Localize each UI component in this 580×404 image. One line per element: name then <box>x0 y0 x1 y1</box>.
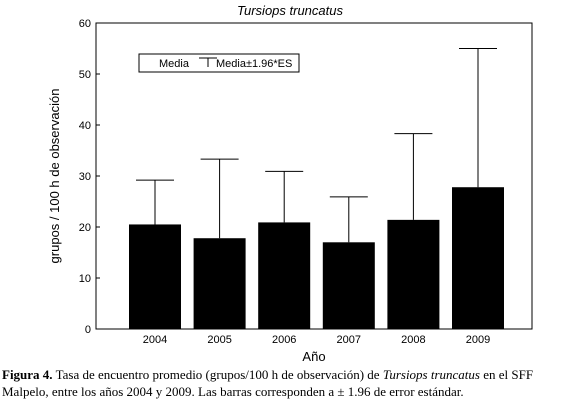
x-tick-label: 2009 <box>466 334 490 346</box>
bar <box>452 187 504 329</box>
bar <box>193 238 246 329</box>
x-tick-label: 2008 <box>401 334 425 346</box>
error-bars-layer <box>136 48 497 243</box>
y-axis-ticks: 0 10 20 30 40 50 60 <box>79 18 100 336</box>
caption-species: Tursiops truncatus <box>382 367 480 382</box>
x-tick-label: 2006 <box>272 334 296 346</box>
x-tick-label: 2005 <box>207 334 231 346</box>
x-tick-label: 2004 <box>143 334 167 346</box>
figure-caption: Figura 4. Tasa de encuentro promedio (gr… <box>2 366 578 400</box>
caption-text-before: Tasa de encuentro promedio (grupos/100 h… <box>55 367 380 382</box>
x-axis-ticks: 2004 2005 2006 2007 2008 2009 <box>143 325 490 346</box>
y-tick-label: 20 <box>79 222 91 234</box>
bar <box>129 224 181 329</box>
y-axis-label: grupos / 100 h de observación <box>47 89 62 264</box>
y-tick-label: 50 <box>79 69 91 81</box>
bar <box>258 222 311 329</box>
chart-title: Tursiops truncatus <box>237 3 343 18</box>
legend-error-label: Media±1.96*ES <box>216 58 292 70</box>
x-axis-label: Año <box>302 349 325 364</box>
y-tick-label: 0 <box>85 324 91 336</box>
caption-text-after: en el SFF Malpelo, entre los años 2004 y… <box>2 367 534 399</box>
y-tick-label: 30 <box>79 171 91 183</box>
caption-label: Figura 4. <box>2 367 53 382</box>
legend-series-label: Media <box>159 58 190 70</box>
legend: Media Media±1.96*ES <box>138 53 300 73</box>
bar <box>387 219 440 329</box>
bar <box>322 242 375 329</box>
legend-box <box>138 53 300 73</box>
y-tick-label: 40 <box>79 120 91 132</box>
x-tick-label: 2007 <box>337 334 361 346</box>
bars-layer <box>129 187 504 329</box>
y-tick-label: 10 <box>79 273 91 285</box>
y-tick-label: 60 <box>79 18 91 30</box>
